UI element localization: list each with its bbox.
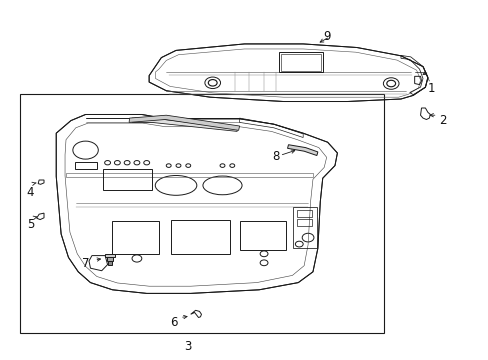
Polygon shape	[129, 115, 239, 130]
Text: 3: 3	[184, 340, 192, 353]
Text: 7: 7	[81, 257, 89, 270]
Text: 6: 6	[169, 316, 177, 329]
Text: 2: 2	[438, 114, 446, 127]
Text: 1: 1	[427, 82, 434, 95]
Text: 9: 9	[322, 30, 330, 42]
Polygon shape	[287, 145, 317, 156]
Text: 4: 4	[26, 186, 34, 199]
Bar	[278, 52, 322, 72]
Polygon shape	[56, 114, 337, 293]
Polygon shape	[132, 118, 237, 131]
Bar	[296, 219, 312, 226]
Polygon shape	[149, 44, 427, 102]
Polygon shape	[106, 257, 113, 261]
Bar	[20, 94, 383, 333]
Text: 5: 5	[26, 219, 34, 231]
Polygon shape	[107, 261, 112, 265]
Bar	[280, 54, 320, 71]
Bar	[296, 210, 312, 217]
Polygon shape	[105, 254, 115, 257]
Text: 8: 8	[272, 150, 280, 163]
